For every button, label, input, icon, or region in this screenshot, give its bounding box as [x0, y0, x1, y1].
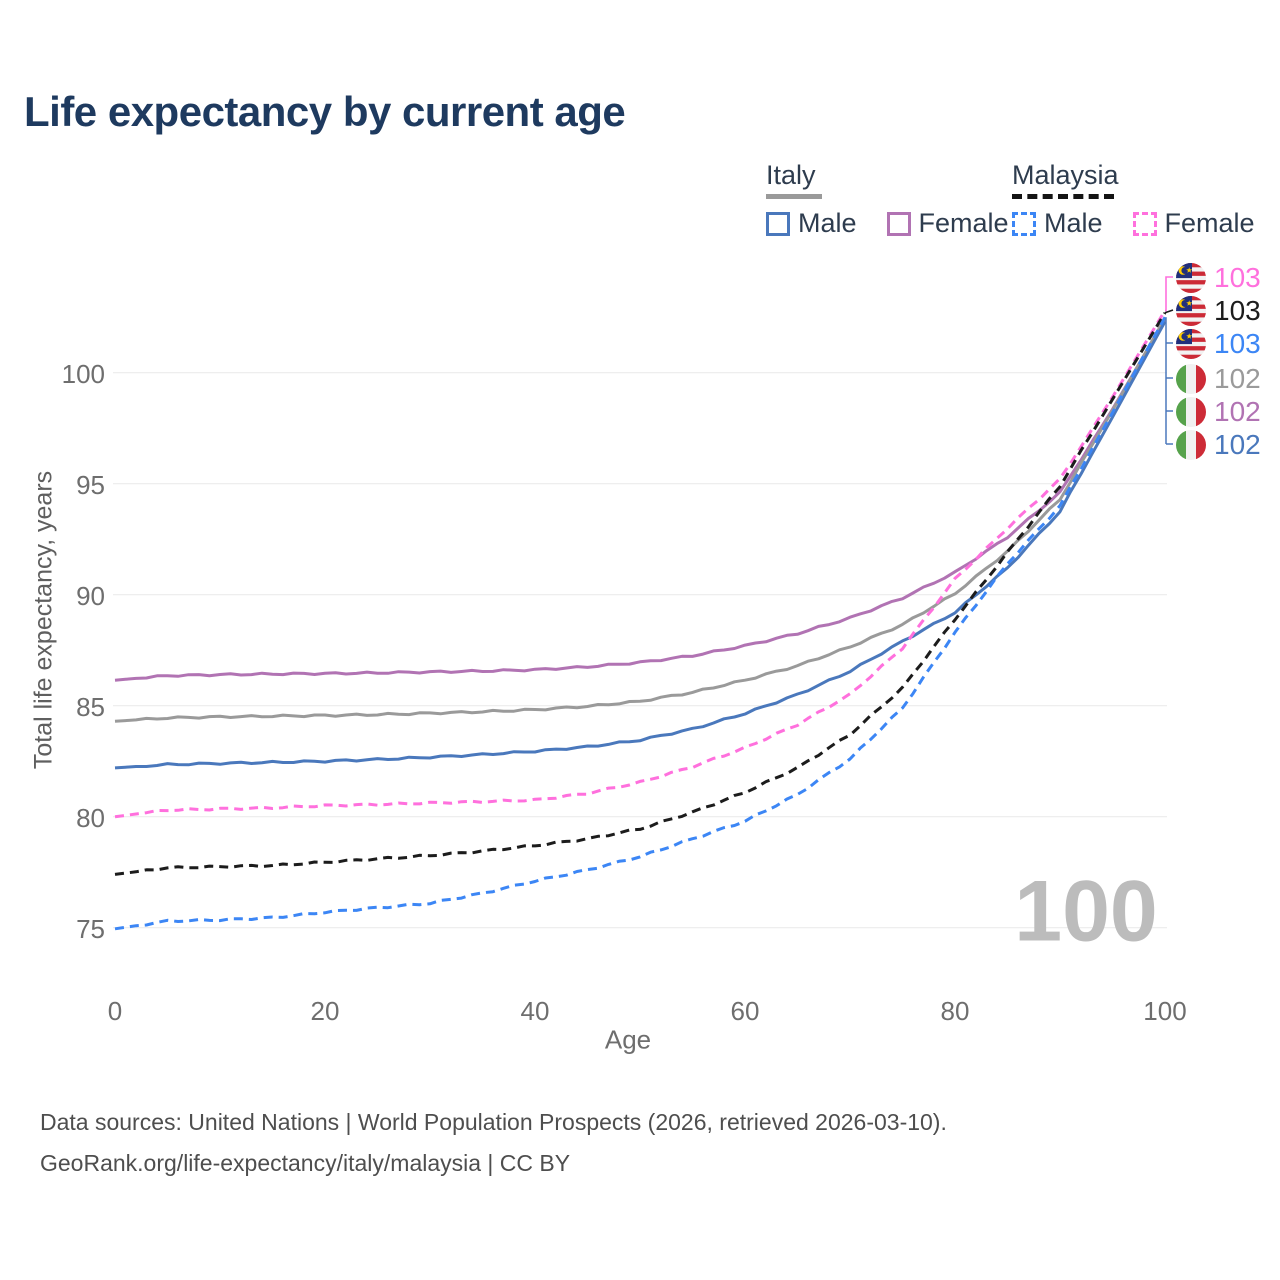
y-tick-80: 80	[76, 803, 105, 833]
end-label-malaysia-all: 103	[1176, 295, 1261, 327]
legend-group-italy: Italy Male Female	[766, 160, 1009, 239]
legend-country-italy-label: Italy	[766, 160, 816, 190]
y-tick-100: 100	[61, 359, 105, 389]
y-tick-90: 90	[76, 581, 105, 611]
italy-flag-icon	[1176, 430, 1206, 460]
malaysia-flag-icon	[1176, 263, 1206, 293]
end-label-malaysia-female: 103	[1176, 262, 1261, 294]
x-tick-60: 60	[730, 996, 760, 1026]
end-label-italy-male: 102	[1176, 429, 1261, 461]
malaysia-flag-icon	[1176, 329, 1206, 359]
end-label-malaysia-male: 103	[1176, 328, 1261, 360]
end-label-value: 102	[1214, 363, 1261, 394]
legend-country-malaysia[interactable]: Malaysia	[1012, 160, 1255, 199]
italy-flag-icon	[1176, 397, 1206, 427]
legend-country-malaysia-label: Malaysia	[1012, 160, 1119, 190]
y-tick-95: 95	[76, 470, 105, 500]
legend-label-malaysia-female[interactable]: Female	[1164, 208, 1255, 238]
legend-swatch-malaysia-male[interactable]	[1012, 211, 1036, 236]
page-title: Life expectancy by current age	[24, 88, 626, 135]
legend-group-malaysia: Malaysia Male Female	[1012, 160, 1255, 239]
legend-swatch-italy-female[interactable]	[886, 211, 911, 236]
end-label-value: 102	[1214, 429, 1261, 460]
legend-label-italy-male[interactable]: Male	[798, 208, 857, 238]
x-tick-40: 40	[520, 996, 550, 1026]
legend-swatch-italy-male[interactable]	[766, 211, 790, 236]
x-tick-0: 0	[107, 996, 123, 1026]
end-label-italy-female: 102	[1176, 396, 1261, 428]
legend-malaysia-all-line-swatch	[1012, 194, 1114, 199]
x-axis-title: Age	[604, 1024, 652, 1055]
legend-label-malaysia-male[interactable]: Male	[1044, 208, 1103, 238]
end-label-value: 103	[1214, 262, 1261, 293]
x-tick-80: 80	[940, 996, 970, 1026]
end-label-value: 103	[1214, 328, 1261, 359]
footer-line-1: Data sources: United Nations | World Pop…	[40, 1109, 947, 1135]
malaysia-flag-icon	[1176, 296, 1206, 326]
end-label-value: 102	[1214, 396, 1261, 427]
legend-swatch-malaysia-female[interactable]	[1132, 211, 1157, 236]
legend-country-italy[interactable]: Italy	[766, 160, 1009, 199]
y-tick-75: 75	[76, 914, 105, 944]
watermark-age-label: 100	[1014, 863, 1158, 960]
x-tick-20: 20	[310, 996, 340, 1026]
end-label-value: 103	[1214, 295, 1261, 326]
end-label-italy-all: 102	[1176, 363, 1261, 395]
footer-line-2: GeoRank.org/life-expectancy/italy/malays…	[40, 1150, 571, 1176]
footer: Data sources: United Nations | World Pop…	[40, 1102, 947, 1184]
legend-italy-all-line-swatch	[766, 194, 822, 199]
y-tick-85: 85	[76, 692, 105, 722]
legend-label-italy-female[interactable]: Female	[918, 208, 1009, 238]
italy-flag-icon	[1176, 364, 1206, 394]
x-tick-100: 100	[1143, 996, 1187, 1026]
